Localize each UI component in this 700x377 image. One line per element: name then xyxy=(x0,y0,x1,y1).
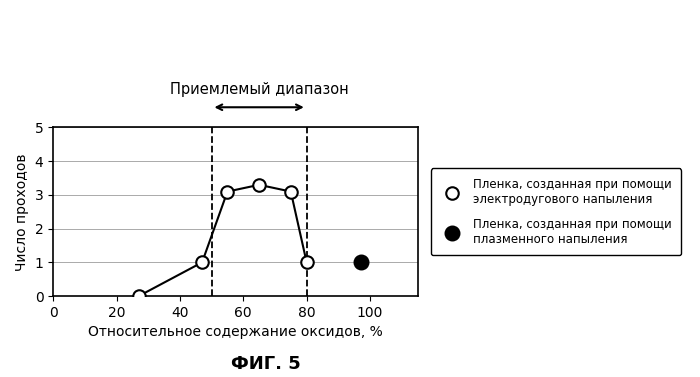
Y-axis label: Число проходов: Число проходов xyxy=(15,153,29,271)
Text: ФИГ. 5: ФИГ. 5 xyxy=(231,355,301,373)
X-axis label: Относительное содержание оксидов, %: Относительное содержание оксидов, % xyxy=(88,325,383,339)
Legend: Пленка, созданная при помощи
электродугового напыления, Пленка, созданная при по: Пленка, созданная при помощи электродуго… xyxy=(430,169,681,255)
Text: Приемлемый диапазон: Приемлемый диапазон xyxy=(169,82,349,97)
